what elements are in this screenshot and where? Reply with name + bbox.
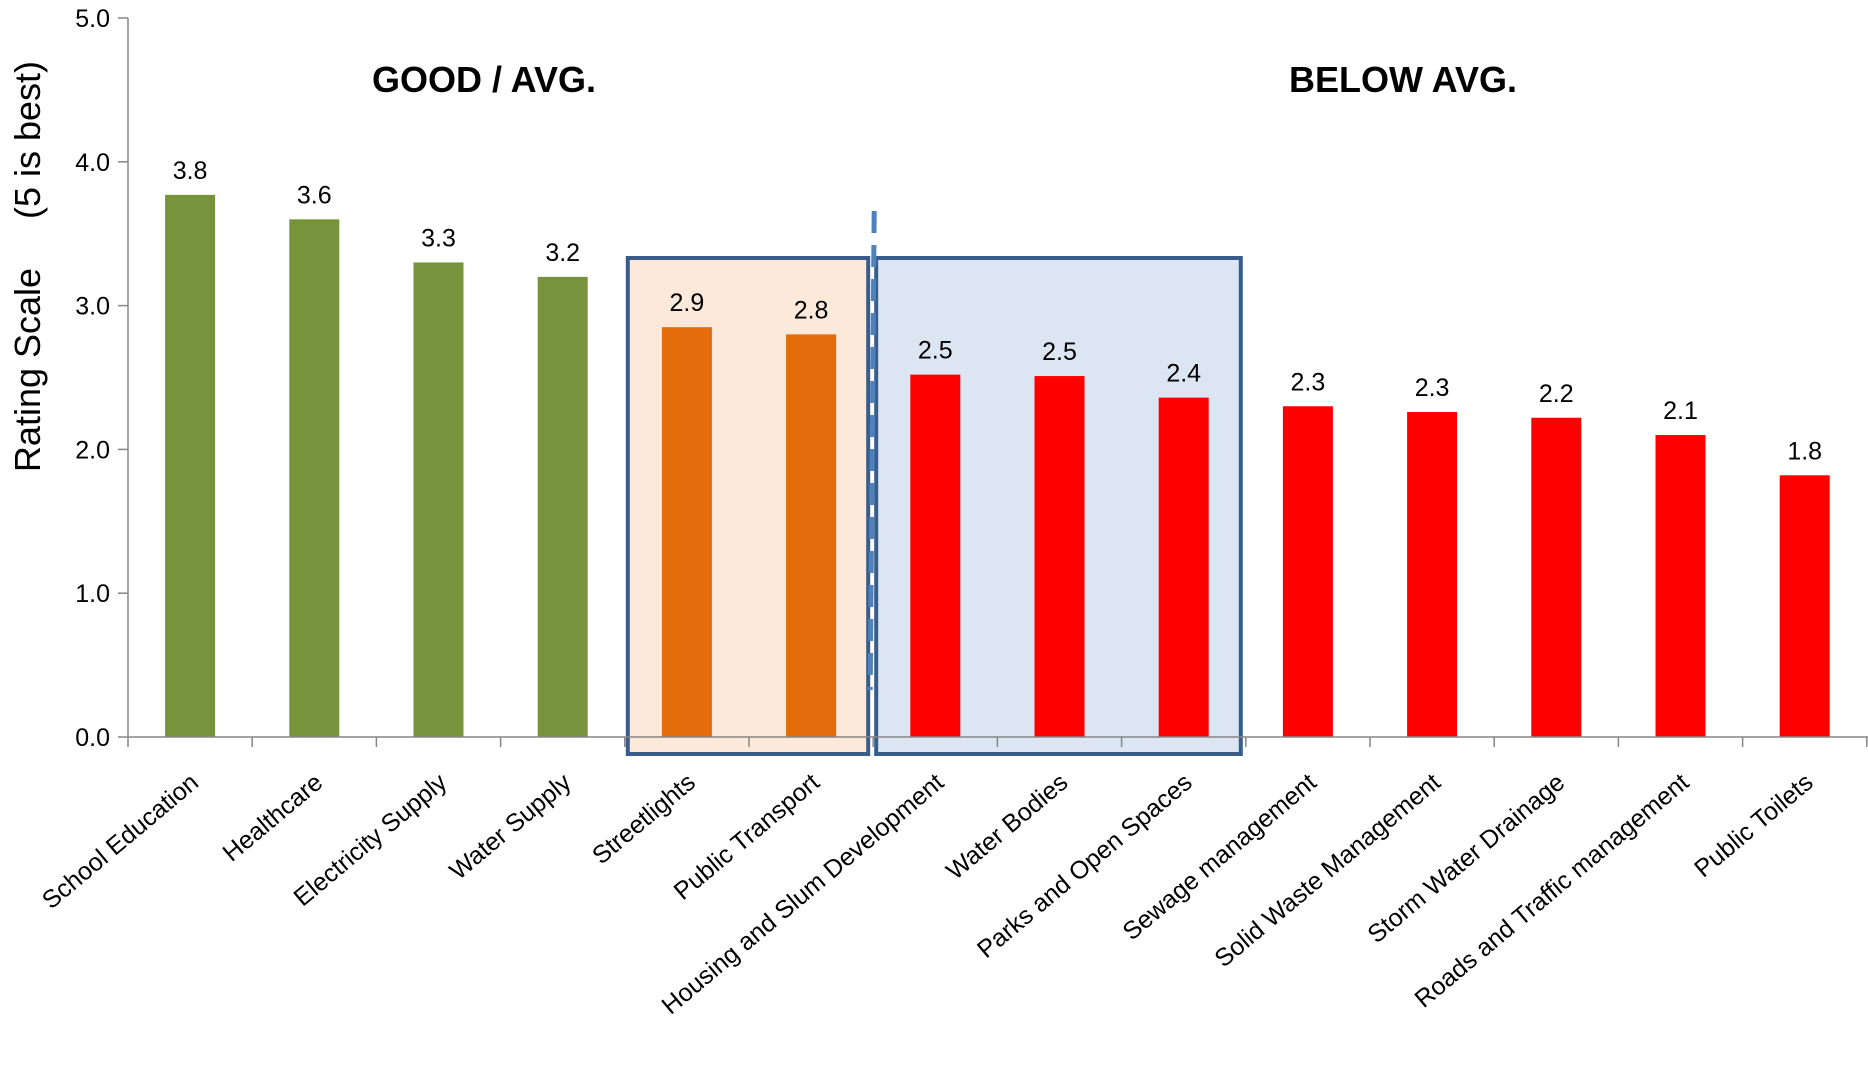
bar (1655, 435, 1706, 737)
y-axis-title: Rating Scale (7, 268, 48, 472)
y-tick-label: 3.0 (75, 293, 110, 321)
value-label: 2.3 (1415, 374, 1450, 402)
bar (1407, 412, 1458, 737)
bar (289, 219, 340, 737)
bars (165, 194, 1830, 737)
value-label: 2.5 (918, 337, 953, 365)
value-label: 2.2 (1539, 380, 1574, 408)
category-label: Streetlights (587, 768, 701, 870)
y-axis-title-note: (5 is best) (7, 61, 48, 219)
value-label: 2.8 (794, 296, 829, 324)
value-label: 2.5 (1042, 338, 1077, 366)
bar (786, 334, 837, 737)
category-label: Water Supply (444, 768, 577, 886)
good-avg-heading: GOOD / AVG. (372, 59, 596, 100)
y-tick-label: 1.0 (75, 580, 110, 608)
x-axis-ticks (127, 737, 1868, 747)
bar (1282, 406, 1333, 737)
category-label: School Education (37, 768, 204, 915)
bar (1158, 397, 1209, 737)
y-tick-label: 5.0 (75, 5, 110, 33)
category-label: Public Toilets (1689, 768, 1818, 883)
below-avg-heading: BELOW AVG. (1289, 59, 1517, 100)
value-label: 2.3 (1291, 368, 1326, 396)
value-labels: 3.8 3.6 3.3 3.2 2.9 2.8 2.5 2.5 2.4 2.3 2.3 2.2 2.1 1… (173, 157, 1822, 465)
y-tick-label: 2.0 (75, 436, 110, 464)
value-label: 3.3 (421, 224, 456, 252)
category-label: Water Bodies (941, 768, 1073, 885)
bar (165, 194, 216, 737)
bar (910, 374, 961, 737)
value-label: 3.6 (297, 181, 332, 209)
value-label: 2.9 (670, 289, 705, 317)
value-label: 2.1 (1663, 397, 1698, 425)
bar (661, 327, 712, 737)
value-label: 1.8 (1787, 437, 1822, 465)
bar (1034, 376, 1085, 737)
category-label: Solid Waste Management (1209, 768, 1446, 973)
value-label: 3.8 (173, 157, 208, 185)
y-tick-label: 4.0 (75, 149, 110, 177)
y-tick-label: 0.0 (75, 724, 110, 752)
value-label: 2.4 (1166, 360, 1201, 388)
value-label: 3.2 (545, 239, 580, 267)
y-axis-ticks: 0.0 1.0 2.0 3.0 4.0 5.0 (75, 5, 128, 752)
category-label: Parks and Open Spaces (972, 768, 1198, 964)
bar (1531, 417, 1582, 737)
bar (1779, 475, 1830, 737)
bar (537, 276, 588, 737)
bar (413, 262, 464, 737)
category-label: Storm Water Drainage (1362, 768, 1570, 949)
group-divider-line (867, 210, 877, 691)
category-label: Healthcare (218, 768, 329, 867)
category-label: Roads and Traffic management (1409, 768, 1694, 1013)
